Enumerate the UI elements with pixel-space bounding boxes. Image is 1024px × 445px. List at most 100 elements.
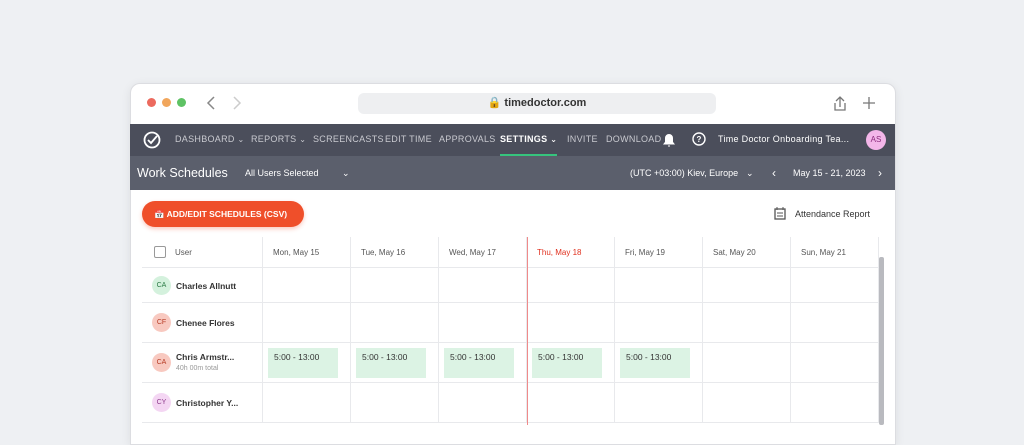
day-cell[interactable] — [439, 303, 527, 343]
day-cell[interactable] — [263, 383, 351, 423]
day-cell[interactable] — [263, 303, 351, 343]
nav-item[interactable]: EDIT TIME — [385, 134, 432, 144]
page-title: Work Schedules — [137, 166, 228, 180]
day-header: Fri, May 19 — [615, 237, 703, 268]
day-cell[interactable] — [527, 303, 615, 343]
user-cell: CY Christopher Y... — [142, 383, 263, 423]
next-week[interactable]: › — [878, 166, 882, 180]
logo[interactable] — [142, 130, 162, 150]
sub-header — [130, 156, 895, 190]
nav-item[interactable]: DOWNLOAD — [606, 134, 662, 144]
user-filter[interactable]: All Users Selected — [245, 168, 319, 178]
svg-text:?: ? — [697, 135, 702, 144]
user-avatar: CF — [152, 313, 171, 332]
user-avatar: CY — [152, 393, 171, 412]
add-edit-button[interactable]: 📅 ADD/EDIT SCHEDULES (CSV) — [142, 201, 304, 227]
day-cell[interactable] — [439, 268, 527, 303]
user-header: User — [175, 248, 192, 257]
nav-item[interactable]: APPROVALS — [439, 134, 496, 144]
user-name[interactable]: Charles Allnutt — [176, 280, 237, 291]
day-cell[interactable] — [791, 303, 879, 343]
user-cell: CA Charles Allnutt — [142, 268, 263, 303]
attendance-report[interactable]: Attendance Report — [795, 209, 871, 219]
day-cell[interactable] — [527, 383, 615, 423]
day-label: Sun, May 21 — [801, 248, 846, 257]
day-label: Wed, May 17 — [449, 248, 496, 257]
day-cell[interactable] — [351, 383, 439, 423]
nav-item[interactable]: DASHBOARD ⌄ — [175, 134, 245, 144]
filter-chevron[interactable]: ⌄ — [342, 168, 350, 178]
zoom-dot[interactable] — [177, 98, 186, 107]
shift[interactable]: 5:00 - 13:00 — [268, 348, 338, 378]
user-cell: CA Chris Armstr... 40h 00m total — [142, 343, 263, 383]
day-label: Sat, May 20 — [713, 248, 756, 257]
day-cell[interactable]: 5:00 - 13:00 — [351, 343, 439, 383]
user-avatar: CA — [152, 275, 171, 295]
day-cell[interactable]: 5:00 - 13:00 — [263, 343, 351, 383]
day-cell[interactable] — [703, 383, 791, 423]
day-header: Wed, May 17 — [439, 237, 527, 268]
day-cell[interactable] — [703, 343, 791, 383]
user-name[interactable]: Chenee Flores — [176, 318, 235, 328]
timezone-chevron[interactable]: ⌄ — [746, 168, 754, 178]
shift[interactable]: 5:00 - 13:00 — [532, 348, 602, 378]
prev-week[interactable]: ‹ — [772, 166, 776, 180]
nav-item[interactable]: SCREENCASTS — [313, 134, 384, 144]
day-cell[interactable] — [791, 343, 879, 383]
day-cell[interactable] — [703, 303, 791, 343]
select-all-checkbox[interactable] — [154, 246, 166, 258]
day-label: Thu, May 18 — [537, 248, 582, 257]
shift[interactable]: 5:00 - 13:00 — [356, 348, 426, 378]
header-cell: User — [142, 237, 263, 268]
shift[interactable]: 5:00 - 13:00 — [620, 348, 690, 378]
history-arrows[interactable] — [204, 95, 244, 111]
day-cell[interactable] — [439, 383, 527, 423]
day-cell[interactable]: 5:00 - 13:00 — [439, 343, 527, 383]
day-cell[interactable] — [615, 268, 703, 303]
minimize-dot[interactable] — [162, 98, 171, 107]
nav-item[interactable]: INVITE — [567, 134, 598, 144]
nav-item[interactable]: REPORTS ⌄ — [251, 134, 307, 144]
button-label: ADD/EDIT SCHEDULES (CSV) — [166, 209, 288, 219]
day-cell[interactable] — [703, 268, 791, 303]
user-name[interactable]: Christopher Y... — [176, 398, 239, 408]
url-bar[interactable]: 🔒 timedoctor.com — [358, 93, 716, 114]
browser-actions[interactable] — [832, 94, 882, 112]
day-cell[interactable] — [263, 268, 351, 303]
timezone[interactable]: (UTC +03:00) Kiev, Europe — [630, 168, 739, 178]
nav-bar — [130, 124, 895, 156]
schedule-table: User Mon, May 15 Tue, May 16 Wed, May 17 Thu… — [142, 237, 885, 425]
user-name[interactable]: Chris Armstr... — [176, 352, 235, 362]
day-header: Tue, May 16 — [351, 237, 439, 268]
day-header: Sun, May 21 — [791, 237, 879, 268]
day-label: Fri, May 19 — [625, 248, 666, 257]
day-cell[interactable] — [351, 268, 439, 303]
today-line — [527, 237, 528, 425]
day-cell[interactable]: 5:00 - 13:00 — [615, 343, 703, 383]
scrollbar[interactable] — [879, 257, 884, 425]
user-total: 40h 00m total — [176, 365, 219, 372]
day-cell[interactable] — [615, 303, 703, 343]
report-icon[interactable] — [774, 207, 786, 220]
nav-item[interactable]: SETTINGS ⌄ — [500, 124, 558, 156]
shift[interactable]: 5:00 - 13:00 — [444, 348, 514, 378]
date-range[interactable]: May 15 - 21, 2023 — [793, 168, 866, 178]
day-cell[interactable]: 5:00 - 13:00 — [527, 343, 615, 383]
day-cell[interactable] — [791, 268, 879, 303]
day-cell[interactable] — [791, 383, 879, 423]
user-cell: CF Chenee Flores — [142, 303, 263, 343]
day-cell[interactable] — [615, 383, 703, 423]
account-name[interactable]: Time Doctor Onboarding Tea... — [718, 134, 850, 144]
user-avatar: CA — [152, 353, 171, 372]
day-header: Mon, May 15 — [263, 237, 351, 268]
day-header: Sat, May 20 — [703, 237, 791, 268]
account-avatar[interactable]: AS — [866, 130, 886, 150]
day-label: Mon, May 15 — [273, 248, 320, 257]
day-header: Thu, May 18 — [527, 237, 615, 268]
nav-icons[interactable]: ? — [661, 131, 711, 149]
day-cell[interactable] — [351, 303, 439, 343]
day-label: Tue, May 16 — [361, 248, 406, 257]
day-cell[interactable] — [527, 268, 615, 303]
close-dot[interactable] — [147, 98, 156, 107]
page: 🔒 timedoctor.com ? Time Doctor Onboardin… — [130, 83, 896, 445]
